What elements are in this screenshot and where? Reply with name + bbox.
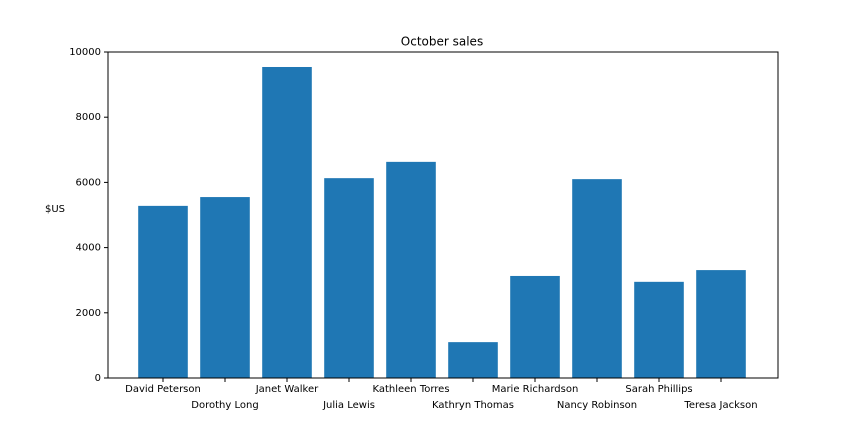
bar	[262, 66, 312, 378]
x-tick-label: Kathryn Thomas	[432, 400, 514, 411]
x-tick-label: Julia Lewis	[322, 400, 375, 411]
x-tick-label: Marie Richardson	[492, 384, 579, 395]
x-tick-label: Janet Walker	[255, 384, 319, 395]
bar	[634, 281, 684, 378]
plot-frame	[107, 51, 779, 379]
y-tick-label: 0	[95, 373, 101, 384]
x-tick-label: Nancy Robinson	[557, 400, 637, 411]
y-tick-label: 2000	[76, 308, 101, 319]
bar	[696, 270, 746, 378]
bar	[572, 179, 622, 378]
bar	[200, 197, 250, 378]
y-axis-label: $US	[45, 204, 65, 215]
bar	[138, 205, 188, 378]
x-tick-label: Kathleen Torres	[372, 384, 449, 395]
y-tick-label: 6000	[76, 177, 101, 188]
bar	[324, 178, 374, 378]
x-tick-label: David Peterson	[125, 384, 201, 395]
y-tick-label: 4000	[76, 243, 101, 254]
x-tick-label: Teresa Jackson	[683, 400, 757, 411]
chart-title: October sales	[401, 35, 483, 49]
y-tick-label: 10000	[69, 47, 101, 58]
x-tick-label: Sarah Phillips	[625, 384, 692, 395]
y-tick-label: 8000	[76, 112, 101, 123]
bar	[448, 342, 498, 378]
bar	[386, 161, 436, 378]
x-tick-label: Dorothy Long	[191, 400, 258, 411]
bar	[510, 275, 560, 378]
